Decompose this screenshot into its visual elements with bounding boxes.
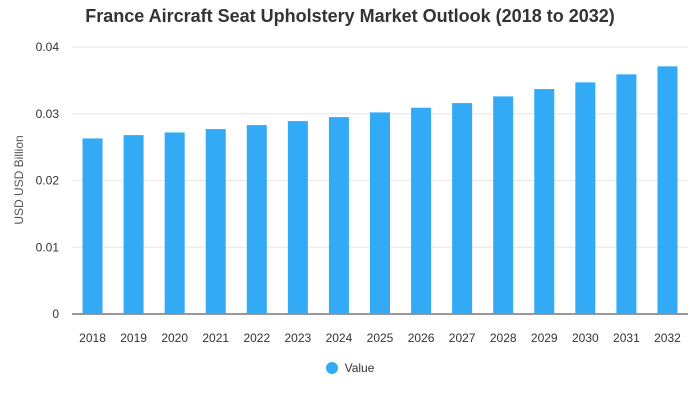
x-tick-label: 2023 bbox=[285, 331, 312, 345]
y-tick-label: 0.01 bbox=[36, 240, 60, 254]
x-tick-label: 2021 bbox=[202, 331, 229, 345]
legend-swatch bbox=[325, 362, 338, 374]
x-tick-label: 2030 bbox=[572, 331, 599, 345]
x-tick-label: 2028 bbox=[490, 331, 517, 345]
x-tick-label: 2024 bbox=[326, 331, 353, 345]
x-axis-ticks: 2018 2019 2020 2021 2022 2023 2024 2025 2026 2027… bbox=[79, 331, 681, 345]
bar-2018[interactable] bbox=[82, 138, 103, 314]
x-tick-label: 2027 bbox=[449, 331, 476, 345]
x-tick-label: 2032 bbox=[654, 331, 681, 345]
y-axis-title: USD USD Billion bbox=[12, 135, 26, 224]
bar-2028[interactable] bbox=[493, 96, 514, 315]
legend-label: Value bbox=[344, 361, 375, 375]
y-tick-label: 0.03 bbox=[36, 107, 60, 121]
bar-2021[interactable] bbox=[205, 129, 226, 314]
bar-2029[interactable] bbox=[534, 89, 555, 315]
bar-2024[interactable] bbox=[328, 117, 349, 315]
x-tick-label: 2025 bbox=[367, 331, 394, 345]
y-axis-ticks: 0 0.01 0.02 0.03 0.04 bbox=[36, 40, 60, 321]
x-tick-label: 2018 bbox=[79, 331, 106, 345]
y-tick-label: 0 bbox=[52, 307, 59, 321]
bar-2027[interactable] bbox=[452, 103, 473, 314]
bar-2030[interactable] bbox=[575, 82, 596, 314]
legend: Value bbox=[0, 361, 700, 375]
bar-2026[interactable] bbox=[411, 107, 432, 315]
bar-2020[interactable] bbox=[164, 132, 185, 314]
x-tick-label: 2019 bbox=[120, 331, 147, 345]
x-tick-label: 2029 bbox=[531, 331, 558, 345]
chart-title: France Aircraft Seat Upholstery Market O… bbox=[85, 6, 615, 26]
bar-2031[interactable] bbox=[616, 74, 637, 315]
bar-2022[interactable] bbox=[246, 125, 267, 314]
y-tick-label: 0.02 bbox=[36, 174, 60, 188]
bar-2032[interactable] bbox=[657, 66, 678, 314]
x-tick-label: 2026 bbox=[408, 331, 435, 345]
bar-2023[interactable] bbox=[287, 121, 308, 314]
x-tick-label: 2031 bbox=[613, 331, 640, 345]
bars bbox=[82, 66, 678, 315]
x-tick-label: 2022 bbox=[243, 331, 270, 345]
bar-2019[interactable] bbox=[123, 135, 144, 314]
y-tick-label: 0.04 bbox=[36, 40, 60, 54]
x-tick-label: 2020 bbox=[161, 331, 188, 345]
bar-2025[interactable] bbox=[370, 112, 390, 314]
